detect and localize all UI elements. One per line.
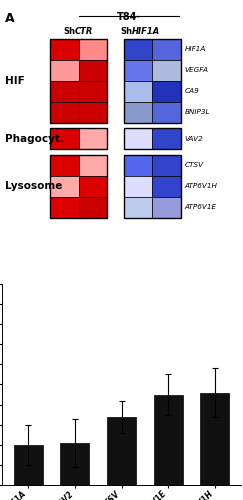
Text: Sh: Sh xyxy=(120,26,132,36)
Bar xyxy=(50,128,79,150)
Bar xyxy=(152,60,181,81)
Bar xyxy=(152,197,181,218)
Text: Phagocyt.: Phagocyt. xyxy=(5,134,64,144)
Bar xyxy=(124,39,181,123)
Bar xyxy=(79,60,107,81)
Bar xyxy=(50,81,79,102)
Bar xyxy=(79,197,107,218)
Bar xyxy=(152,128,181,150)
Bar xyxy=(79,176,107,197)
Text: CA9: CA9 xyxy=(185,88,199,94)
Bar xyxy=(79,155,107,176)
Text: ATP6V1H: ATP6V1H xyxy=(185,184,218,190)
Bar xyxy=(50,155,107,218)
Bar xyxy=(124,176,152,197)
Text: HIF1A: HIF1A xyxy=(132,26,160,36)
Bar xyxy=(50,197,79,218)
Bar xyxy=(79,128,107,150)
Bar xyxy=(50,155,79,176)
Bar xyxy=(152,176,181,197)
Bar xyxy=(124,39,152,60)
Bar xyxy=(50,39,107,123)
Bar xyxy=(152,102,181,123)
Bar xyxy=(50,102,79,123)
Text: T84-: T84- xyxy=(116,12,141,22)
Text: HIF1A: HIF1A xyxy=(185,46,206,52)
Bar xyxy=(79,39,107,60)
Bar xyxy=(79,81,107,102)
Text: BNIP3L: BNIP3L xyxy=(185,110,210,116)
Text: CTSV: CTSV xyxy=(185,162,204,168)
Bar xyxy=(50,60,79,81)
Bar xyxy=(79,102,107,123)
Bar xyxy=(152,81,181,102)
Text: A: A xyxy=(5,12,14,25)
Bar xyxy=(124,102,152,123)
Bar xyxy=(152,39,181,60)
Text: CTR: CTR xyxy=(75,26,94,36)
Bar xyxy=(14,445,43,485)
Bar xyxy=(50,128,107,150)
Text: HIF: HIF xyxy=(5,76,25,86)
Bar xyxy=(50,176,79,197)
Bar xyxy=(124,60,152,81)
Bar xyxy=(124,197,152,218)
Bar xyxy=(154,394,183,485)
Text: ATP6V1E: ATP6V1E xyxy=(185,204,217,210)
Bar xyxy=(200,392,229,485)
Text: VEGFA: VEGFA xyxy=(185,68,208,73)
Bar xyxy=(124,155,181,218)
Bar xyxy=(124,128,181,150)
Bar xyxy=(60,443,89,485)
Text: Lysosome: Lysosome xyxy=(5,182,62,192)
Bar xyxy=(124,81,152,102)
Bar xyxy=(50,39,79,60)
Text: VAV2: VAV2 xyxy=(185,136,203,142)
Bar xyxy=(107,416,136,485)
Bar xyxy=(124,128,152,150)
Bar xyxy=(124,155,152,176)
Text: Sh: Sh xyxy=(63,26,75,36)
Bar xyxy=(152,155,181,176)
